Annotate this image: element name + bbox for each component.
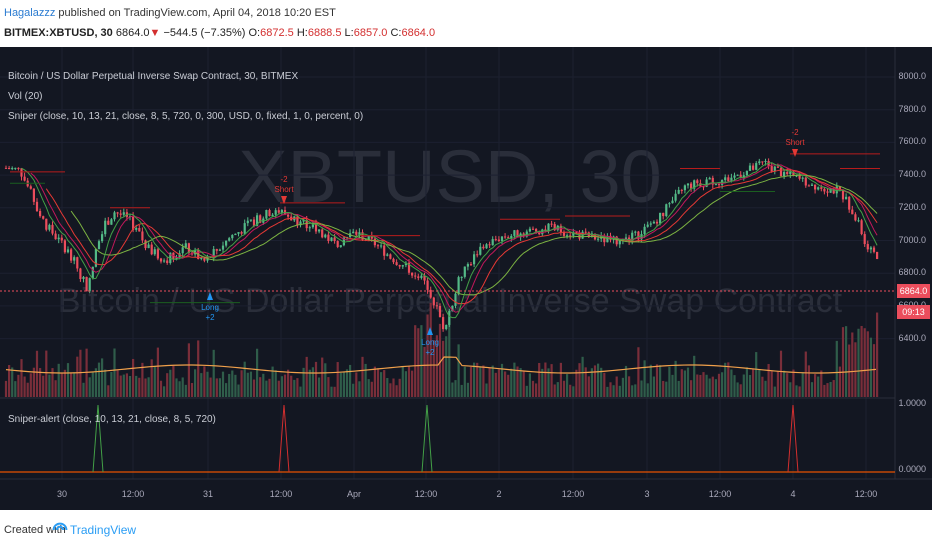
svg-text:-2: -2 — [280, 175, 288, 184]
publish-header: Hagalazzz published on TradingView.com, … — [0, 0, 932, 47]
watermark-symbol: XBTUSD, 30 — [238, 135, 662, 218]
open-value: 6872.5 — [260, 27, 294, 39]
time-tick-label: 4 — [790, 489, 796, 499]
svg-text:+2: +2 — [425, 348, 435, 357]
sniper-alert-legend[interactable]: Sniper-alert (close, 10, 13, 21, close, … — [8, 414, 216, 425]
high-label: H: — [296, 27, 308, 39]
chart-area[interactable]: XBTUSD, 30 Bitcoin / US Dollar Perpetual… — [0, 47, 932, 510]
volume-bars — [4, 302, 879, 397]
time-tick-label: 12:00 — [121, 489, 145, 499]
sniper-legend[interactable]: Sniper (close, 10, 13, 21, close, 8, 5, … — [8, 111, 364, 122]
svg-text:Short: Short — [274, 185, 294, 194]
alert-pane — [0, 404, 895, 473]
price-change: −544.5 (−7.35%) — [163, 27, 246, 39]
last-price: 6864.0 — [115, 27, 150, 39]
price-tick-label: 7800.0 — [898, 103, 926, 114]
open-label: O: — [248, 27, 261, 39]
alert-tick-label: 0.0000 — [898, 464, 926, 474]
svg-text:+2: +2 — [205, 313, 215, 322]
price-chart[interactable]: XBTUSD, 30 Bitcoin / US Dollar Perpetual… — [0, 47, 932, 510]
price-tick-label: 6400.0 — [898, 332, 926, 343]
time-tick-label: 31 — [202, 489, 214, 499]
volume-legend[interactable]: Vol (20) — [8, 91, 43, 102]
last-price-tag: 6864.0 — [897, 284, 930, 298]
time-tick-label: 12:00 — [854, 489, 878, 499]
svg-text:Long: Long — [421, 338, 439, 347]
time-tick-label: 30 — [56, 489, 68, 499]
signal-levels — [10, 153, 880, 304]
price-tick-label: 7200.0 — [898, 201, 926, 212]
price-tick-label: 8000.0 — [898, 71, 926, 81]
tradingview-logo-icon[interactable] — [52, 522, 68, 538]
svg-text:Long: Long — [201, 303, 219, 312]
publish-line: Hagalazzz published on TradingView.com, … — [4, 7, 336, 19]
countdown-tag: 09:13 — [897, 305, 930, 319]
high-value: 6888.5 — [307, 27, 342, 39]
price-tick-label: 7600.0 — [898, 136, 926, 147]
close-label: C: — [390, 27, 402, 39]
publish-text: published on TradingView.com, April 04, … — [55, 7, 336, 19]
low-label: L: — [344, 27, 354, 39]
svg-text:Short: Short — [785, 138, 805, 147]
price-tick-label: 7000.0 — [898, 234, 926, 245]
svg-text:-2: -2 — [791, 128, 799, 137]
time-tick-label: 12:00 — [269, 489, 293, 499]
created-with-label: Created with — [4, 524, 66, 536]
long-signal[interactable]: Long+2 — [201, 292, 219, 322]
time-tick-label: Apr — [346, 489, 362, 499]
time-tick-label: 12:00 — [561, 489, 585, 499]
low-value: 6857.0 — [353, 27, 388, 39]
time-tick-label: 12:00 — [708, 489, 732, 499]
author-link[interactable]: Hagalazzz — [4, 7, 56, 19]
ticker-line: BITMEX:XBTUSD, 30 6864.0▼ −544.5 (−7.35%… — [4, 27, 435, 39]
tradingview-brand[interactable]: TradingView — [70, 523, 137, 537]
footer: Created with TradingView — [0, 510, 932, 550]
alert-tick-label: 1.0000 — [898, 398, 926, 408]
down-arrow-icon: ▼ — [149, 27, 161, 39]
long-signal[interactable]: Long+2 — [421, 327, 439, 357]
time-tick-label: 2 — [496, 489, 502, 499]
symbol-label: BITMEX:XBTUSD, 30 — [4, 27, 113, 39]
time-tick-label: 12:00 — [414, 489, 438, 499]
price-tick-label: 7400.0 — [898, 169, 926, 180]
price-tick-label: 6600.0 — [898, 300, 926, 310]
price-tick-label: 6800.0 — [898, 267, 926, 278]
time-tick-label: 3 — [644, 489, 650, 499]
close-value: 6864.0 — [401, 27, 436, 39]
main-legend[interactable]: Bitcoin / US Dollar Perpetual Inverse Sw… — [8, 71, 299, 82]
moving-averages — [21, 162, 878, 319]
